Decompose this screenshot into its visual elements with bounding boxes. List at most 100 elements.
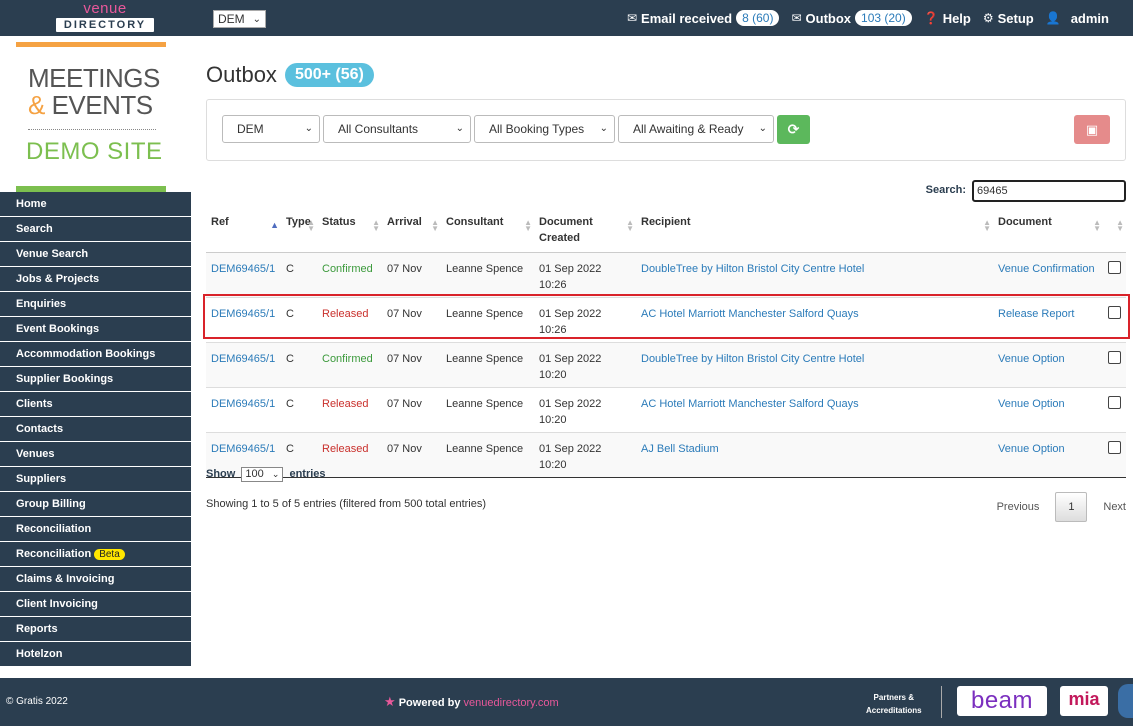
consultant-cell: Leanne Spence <box>446 443 524 455</box>
row-checkbox[interactable] <box>1108 441 1121 454</box>
sidebar-item-claims-invoicing[interactable]: Claims & Invoicing <box>0 567 191 592</box>
chevron-down-icon: ⌄ <box>252 14 261 25</box>
current-page-button[interactable]: 1 <box>1055 492 1088 522</box>
consultant-cell: Leanne Spence <box>446 308 524 320</box>
document-link[interactable]: Venue Confirmation <box>998 263 1095 275</box>
sidebar-item-enquiries[interactable]: Enquiries <box>0 292 191 317</box>
gear-icon: ⚙ <box>982 11 994 25</box>
site-filter-select[interactable]: DEM ⌄ <box>222 115 320 143</box>
document-link[interactable]: Venue Option <box>998 353 1065 365</box>
recipient-link[interactable]: DoubleTree by Hilton Bristol City Centre… <box>641 263 865 275</box>
setup-link[interactable]: ⚙ Setup <box>983 11 1034 26</box>
sidebar-item-search[interactable]: Search <box>0 217 191 242</box>
column-header-label: Status <box>322 216 356 228</box>
sidebar-item-venue-search[interactable]: Venue Search <box>0 242 191 267</box>
sidebar-item-event-bookings[interactable]: Event Bookings <box>0 317 191 342</box>
sidebar-item-label: Accommodation Bookings <box>16 348 156 360</box>
row-checkbox[interactable] <box>1108 396 1121 409</box>
column-header-recipient[interactable]: Recipient ▲ ▼ <box>636 210 993 253</box>
sidebar-nav: Home Search Venue Search Jobs & Projects… <box>0 192 191 667</box>
arrival-cell: 07 Nov <box>387 263 422 275</box>
previous-page-button[interactable]: Previous <box>996 501 1040 513</box>
sidebar-item-venues[interactable]: Venues <box>0 442 191 467</box>
top-bar: venue DIRECTORY DEM ⌄ ✉ Email received 8… <box>0 0 1133 36</box>
sidebar-item-label: Event Bookings <box>16 323 100 335</box>
column-header-status[interactable]: Status ▲ ▼ <box>317 210 382 253</box>
outbox-link[interactable]: ✉ Outbox 103 (20) <box>791 10 912 26</box>
consultant-filter-value: All Consultants <box>338 122 419 136</box>
booking-type-filter-select[interactable]: All Booking Types ⌄ <box>474 115 615 143</box>
column-header-select[interactable]: ▲ ▼ <box>1103 210 1126 253</box>
sidebar-item-accommodation-bookings[interactable]: Accommodation Bookings <box>0 342 191 367</box>
certification-badge <box>1118 684 1133 718</box>
column-header-type[interactable]: Type ▲ ▼ <box>281 210 317 253</box>
sort-icon: ▲ ▼ <box>431 218 439 233</box>
sidebar-item-label: Enquiries <box>16 298 67 310</box>
row-checkbox[interactable] <box>1108 351 1121 364</box>
document-link[interactable]: Release Report <box>998 308 1075 320</box>
sidebar-item-reconciliation[interactable]: Reconciliation <box>0 517 191 542</box>
powered-by-brand: venuedirectory.com <box>463 697 559 709</box>
document-link[interactable]: Venue Option <box>998 443 1065 455</box>
status-cell: Released <box>322 398 369 410</box>
ref-link[interactable]: DEM69465/1 <box>211 398 276 410</box>
help-label: Help <box>942 10 971 26</box>
search-input[interactable]: 69465 <box>972 180 1126 202</box>
sidebar-item-reconciliation-beta[interactable]: Reconciliation Beta <box>0 542 191 567</box>
copyright: © Gratis 2022 <box>6 696 68 707</box>
sidebar-item-client-invoicing[interactable]: Client Invoicing <box>0 592 191 617</box>
help-link[interactable]: ❓ Help <box>924 11 971 26</box>
email-received-link[interactable]: ✉ Email received 8 (60) <box>627 10 780 26</box>
document-link[interactable]: Venue Option <box>998 398 1065 410</box>
status-cell: Released <box>322 308 369 320</box>
powered-by[interactable]: ★ Powered by venuedirectory.com <box>384 694 559 710</box>
ref-link[interactable]: DEM69465/1 <box>211 263 276 275</box>
ref-link[interactable]: DEM69465/1 <box>211 308 276 320</box>
mia-logo[interactable]: mia <box>1060 686 1108 716</box>
table-info: Showing 1 to 5 of 5 entries (filtered fr… <box>206 498 487 510</box>
arrival-cell: 07 Nov <box>387 443 422 455</box>
column-header-label: Recipient <box>641 216 691 228</box>
brand-bottom-bar <box>16 186 166 192</box>
recipient-link[interactable]: AC Hotel Marriott Manchester Salford Qua… <box>641 398 859 410</box>
sidebar-item-hotelzon[interactable]: Hotelzon <box>0 642 191 667</box>
ref-link[interactable]: DEM69465/1 <box>211 353 276 365</box>
status-filter-select[interactable]: All Awaiting & Ready ⌄ <box>618 115 774 143</box>
sidebar-item-contacts[interactable]: Contacts <box>0 417 191 442</box>
sort-icon: ▲ ▼ <box>1093 218 1101 233</box>
sidebar-item-supplier-bookings[interactable]: Supplier Bookings <box>0 367 191 392</box>
column-header-ref[interactable]: Ref ▲ <box>206 210 281 253</box>
sidebar-item-suppliers[interactable]: Suppliers <box>0 467 191 492</box>
table-row: DEM69465/1 C Released 07 Nov Leanne Spen… <box>206 297 1126 343</box>
archive-button[interactable]: ▣ <box>1074 115 1110 144</box>
sidebar-item-label: Contacts <box>16 423 64 435</box>
recipient-link[interactable]: AJ Bell Stadium <box>641 443 719 455</box>
sidebar-item-group-billing[interactable]: Group Billing <box>0 492 191 517</box>
recipient-link[interactable]: DoubleTree by Hilton Bristol City Centre… <box>641 353 865 365</box>
recipient-link[interactable]: AC Hotel Marriott Manchester Salford Qua… <box>641 308 859 320</box>
sidebar-item-home[interactable]: Home <box>0 192 191 217</box>
consultant-filter-select[interactable]: All Consultants ⌄ <box>323 115 471 143</box>
row-checkbox[interactable] <box>1108 261 1121 274</box>
beam-logo[interactable]: beam <box>957 686 1047 716</box>
next-page-button[interactable]: Next <box>1103 501 1126 513</box>
column-header-document[interactable]: Document ▲ ▼ <box>993 210 1103 253</box>
page-length-select[interactable]: 100 ⌄ <box>241 467 284 482</box>
brand-divider <box>28 129 156 130</box>
brand-line2-text: EVENTS <box>44 90 154 120</box>
type-cell: C <box>286 263 294 275</box>
column-header-arrival[interactable]: Arrival ▲ ▼ <box>382 210 441 253</box>
sidebar-item-jobs-projects[interactable]: Jobs & Projects <box>0 267 191 292</box>
sidebar-item-reports[interactable]: Reports <box>0 617 191 642</box>
user-menu[interactable]: 👤 admin <box>1046 11 1109 26</box>
star-icon: ★ <box>384 694 396 709</box>
sort-asc-icon: ▲ <box>270 220 279 230</box>
venue-directory-logo[interactable]: venue DIRECTORY <box>56 1 154 34</box>
site-select[interactable]: DEM ⌄ <box>213 10 266 28</box>
ref-link[interactable]: DEM69465/1 <box>211 443 276 455</box>
sidebar-item-clients[interactable]: Clients <box>0 392 191 417</box>
refresh-button[interactable]: ⟳ <box>777 115 810 144</box>
column-header-consultant[interactable]: Consultant ▲ ▼ <box>441 210 534 253</box>
row-checkbox[interactable] <box>1108 306 1121 319</box>
column-header-document-created[interactable]: Document Created ▲ ▼ <box>534 210 636 253</box>
